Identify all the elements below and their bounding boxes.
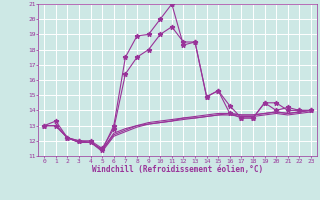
X-axis label: Windchill (Refroidissement éolien,°C): Windchill (Refroidissement éolien,°C) (92, 165, 263, 174)
